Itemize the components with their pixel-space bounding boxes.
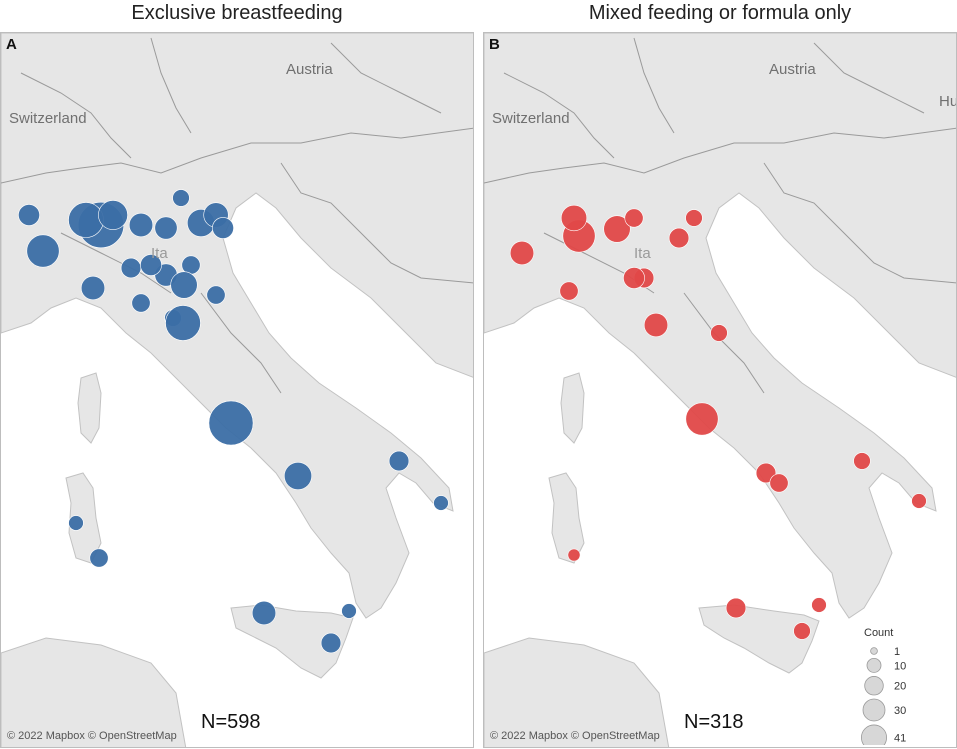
label-italy-a: Ita — [151, 245, 168, 262]
label-austria-a: Austria — [286, 61, 333, 78]
marker-a-naples[interactable] — [283, 461, 312, 490]
marker-a-genoa[interactable] — [80, 275, 106, 301]
marker-a-lecce[interactable] — [433, 495, 449, 511]
marker-b-messina[interactable] — [811, 597, 827, 613]
marker-a-parma[interactable] — [120, 257, 142, 279]
marker-a-ancona[interactable] — [206, 285, 226, 305]
map-a-borders — [1, 37, 473, 394]
panel-b-title: Mixed feeding or formula only — [588, 2, 852, 24]
label-austria-b: Austria — [769, 61, 816, 78]
panel-a-title: Exclusive breastfeeding — [131, 2, 343, 24]
marker-b-rome[interactable] — [685, 402, 719, 436]
panel-b-n: N=318 — [684, 711, 744, 733]
legend-title: Count — [864, 627, 894, 639]
land-africa-a — [1, 637, 187, 747]
marker-a-sassari[interactable] — [68, 515, 84, 531]
legend-label-1: 1 — [894, 646, 900, 658]
label-switzerland-b: Switzerland — [492, 110, 570, 127]
marker-b-salerno[interactable] — [769, 473, 789, 493]
marker-a-rome[interactable] — [208, 400, 254, 446]
legend-symbol-20 — [864, 676, 884, 696]
marker-b-florence[interactable] — [623, 267, 645, 289]
marker-a-palermo[interactable] — [251, 600, 277, 626]
map-a-canvas[interactable] — [1, 33, 474, 748]
marker-b-turin[interactable] — [509, 240, 535, 266]
legend-label-20: 20 — [894, 681, 906, 693]
legend-symbol-41 — [861, 724, 887, 745]
map-panel-a[interactable]: A Switzerland Austria Ita N=598 © 2022 M… — [0, 32, 474, 748]
marker-b-ancona[interactable] — [710, 324, 728, 342]
marker-a-milan-2[interactable] — [68, 202, 104, 238]
marker-a-perugia[interactable] — [165, 305, 201, 341]
panel-a-n: N=598 — [201, 711, 261, 733]
land-sardinia-b — [548, 472, 585, 564]
marker-a-modena[interactable] — [140, 254, 162, 276]
marker-b-venice[interactable] — [685, 209, 703, 227]
marker-a-brescia[interactable] — [128, 212, 154, 238]
marker-a-aosta[interactable] — [18, 204, 40, 226]
map-panel-b[interactable]: B Switzerland Austria Hu Ita N=318 © 202… — [483, 32, 957, 748]
marker-a-treviso[interactable] — [212, 217, 234, 239]
marker-b-verona[interactable] — [624, 208, 644, 228]
panel-b-letter: B — [489, 36, 500, 53]
marker-a-turin[interactable] — [26, 234, 60, 268]
marker-a-cagliari[interactable] — [89, 548, 109, 568]
size-legend: Count 1 10 20 30 41 — [856, 623, 956, 745]
legend-label-30: 30 — [894, 705, 906, 717]
markers-a — [18, 189, 449, 654]
marker-b-padova[interactable] — [668, 227, 690, 249]
marker-a-bergamo[interactable] — [98, 200, 128, 230]
map-attribution-b[interactable]: © 2022 Mapbox © OpenStreetMap — [490, 730, 660, 742]
marker-b-cagliari[interactable] — [567, 548, 581, 562]
marker-b-bari[interactable] — [853, 452, 871, 470]
legend-symbols: 1 10 20 30 41 — [861, 646, 906, 745]
label-italy-b: Ita — [634, 245, 651, 262]
marker-a-verona[interactable] — [154, 216, 178, 240]
marker-a-catania[interactable] — [320, 632, 342, 654]
land-sicily-b — [698, 604, 820, 674]
legend-label-10: 10 — [894, 660, 906, 672]
marker-b-catania[interactable] — [793, 622, 811, 640]
marker-a-bari[interactable] — [388, 450, 410, 472]
land-corsica-b — [560, 372, 585, 444]
label-hungary-b: Hu — [939, 93, 957, 110]
map-a-land — [1, 33, 473, 747]
marker-b-genoa[interactable] — [559, 281, 579, 301]
marker-a-trento[interactable] — [172, 189, 190, 207]
marker-a-florence[interactable] — [170, 271, 198, 299]
land-north-a — [1, 33, 473, 619]
land-africa-b — [484, 637, 670, 747]
land-corsica-a — [77, 372, 102, 444]
marker-a-reggio-calabria[interactable] — [341, 603, 357, 619]
legend-symbol-30 — [862, 698, 886, 722]
marker-b-palermo[interactable] — [725, 597, 747, 619]
map-b-borders — [484, 37, 956, 394]
marker-a-pisa[interactable] — [131, 293, 151, 313]
legend-symbol-1 — [870, 647, 878, 655]
map-attribution-a[interactable]: © 2022 Mapbox © OpenStreetMap — [7, 730, 177, 742]
marker-b-lecce[interactable] — [911, 493, 927, 509]
legend-label-41: 41 — [894, 733, 906, 745]
marker-b-bergamo[interactable] — [560, 204, 588, 232]
map-b-canvas[interactable] — [484, 33, 957, 748]
panel-a-letter: A — [6, 36, 17, 53]
label-switzerland-a: Switzerland — [9, 110, 87, 127]
marker-b-perugia[interactable] — [643, 312, 669, 338]
marker-b-brescia[interactable] — [603, 215, 631, 243]
markers-b — [509, 204, 927, 640]
legend-symbol-10 — [866, 657, 882, 673]
marker-b-naples[interactable] — [755, 462, 777, 484]
